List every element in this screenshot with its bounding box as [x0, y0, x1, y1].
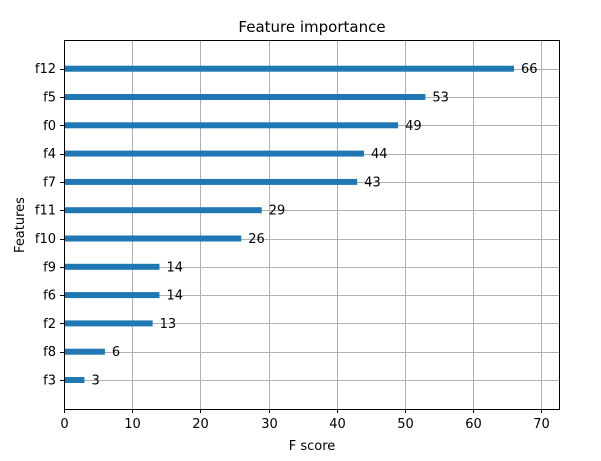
x-tick-label: 30 [261, 417, 278, 432]
y-axis-label: Features [13, 197, 28, 253]
bar-f7 [64, 178, 358, 185]
value-label: 49 [405, 119, 422, 134]
x-tick-label: 10 [124, 417, 141, 432]
x-tick-label: 60 [465, 417, 482, 432]
value-label: 53 [432, 91, 449, 106]
bar-f11 [64, 207, 262, 214]
y-tick-label: f2 [43, 317, 56, 332]
bars-layer [64, 65, 514, 383]
bar-f3 [64, 377, 85, 383]
value-label: 44 [371, 147, 388, 162]
bar-f9 [64, 263, 160, 270]
x-tick-label: 0 [60, 417, 68, 432]
y-tick-label: f4 [43, 147, 56, 162]
bar-f10 [64, 235, 242, 242]
y-tick-label: f12 [35, 62, 56, 77]
value-label: 14 [166, 260, 183, 275]
y-tick-label: f7 [43, 175, 56, 190]
x-tick-label: 70 [533, 417, 550, 432]
value-label: 29 [269, 204, 286, 219]
value-label: 13 [160, 317, 177, 332]
y-axis: f3 f8 f2 f6 f9 f10 f11 f7 f4 f0 f5 f12 [35, 62, 64, 389]
y-tick-label: f10 [35, 232, 56, 247]
value-label: 66 [521, 62, 538, 77]
value-label: 6 [112, 345, 120, 360]
bar-f2 [64, 320, 153, 327]
x-axis: 0 10 20 30 40 50 60 70 [60, 409, 550, 432]
bar-f12 [64, 65, 514, 72]
y-tick-label: f11 [35, 204, 56, 219]
bar-f4 [64, 150, 364, 157]
y-tick-label: f6 [43, 289, 56, 304]
y-tick-label: f5 [43, 91, 56, 106]
y-tick-label: f8 [43, 345, 56, 360]
bar-f0 [64, 122, 399, 129]
plot-frame [64, 40, 560, 410]
x-tick-label: 50 [397, 417, 414, 432]
value-label: 3 [91, 374, 99, 389]
value-labels: 36 13 14 14 26 29 43 44 49 53 66 [91, 62, 537, 388]
bar-f8 [64, 348, 105, 355]
bar-f6 [64, 292, 160, 299]
x-tick-label: 20 [192, 417, 209, 432]
y-tick-label: f3 [43, 374, 56, 389]
chart-title: Feature importance [238, 18, 385, 36]
y-tick-label: f9 [43, 260, 56, 275]
x-axis-label: F score [289, 439, 336, 454]
y-tick-label: f0 [43, 119, 56, 134]
bar-f5 [64, 94, 426, 100]
value-label: 26 [248, 232, 265, 247]
value-label: 14 [166, 289, 183, 304]
x-tick-label: 40 [329, 417, 346, 432]
value-label: 43 [364, 175, 381, 190]
